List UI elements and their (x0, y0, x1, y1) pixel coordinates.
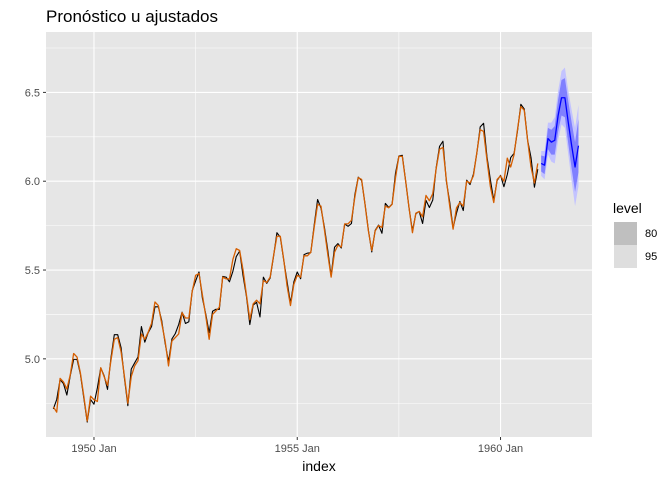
observed-series-line (52, 103, 539, 423)
legend-title: level (613, 200, 642, 216)
y-axis-tick-label: 6.0 (25, 176, 40, 188)
legend-key-95 (614, 245, 637, 268)
legend: level 80 95 (613, 200, 657, 268)
y-axis-tick-labels: 5.0 5.5 6.0 6.5 (25, 87, 46, 366)
legend-key-80 (614, 222, 637, 245)
y-axis-tick-label: 5.0 (25, 354, 40, 366)
y-axis-tick-label: 6.5 (25, 87, 40, 99)
forecast-band-80 (541, 78, 579, 192)
y-axis-tick-label: 5.5 (25, 265, 40, 277)
x-axis-tick-labels: 1950 Jan 1955 Jan 1960 Jan (71, 437, 523, 455)
x-axis-tick-label: 1955 Jan (275, 443, 320, 455)
chart-title: Pronóstico u ajustados (46, 7, 218, 26)
plot-panel (46, 32, 603, 437)
x-axis-title: index (302, 458, 335, 474)
x-axis-tick-label: 1960 Jan (478, 443, 523, 455)
forecast-band-95 (541, 67, 579, 207)
fitted-series-line (52, 105, 539, 422)
legend-label-95: 95 (645, 251, 657, 263)
legend-label-80: 80 (645, 228, 657, 240)
x-axis-tick-label: 1950 Jan (71, 443, 116, 455)
forecast-series-line (540, 97, 580, 168)
